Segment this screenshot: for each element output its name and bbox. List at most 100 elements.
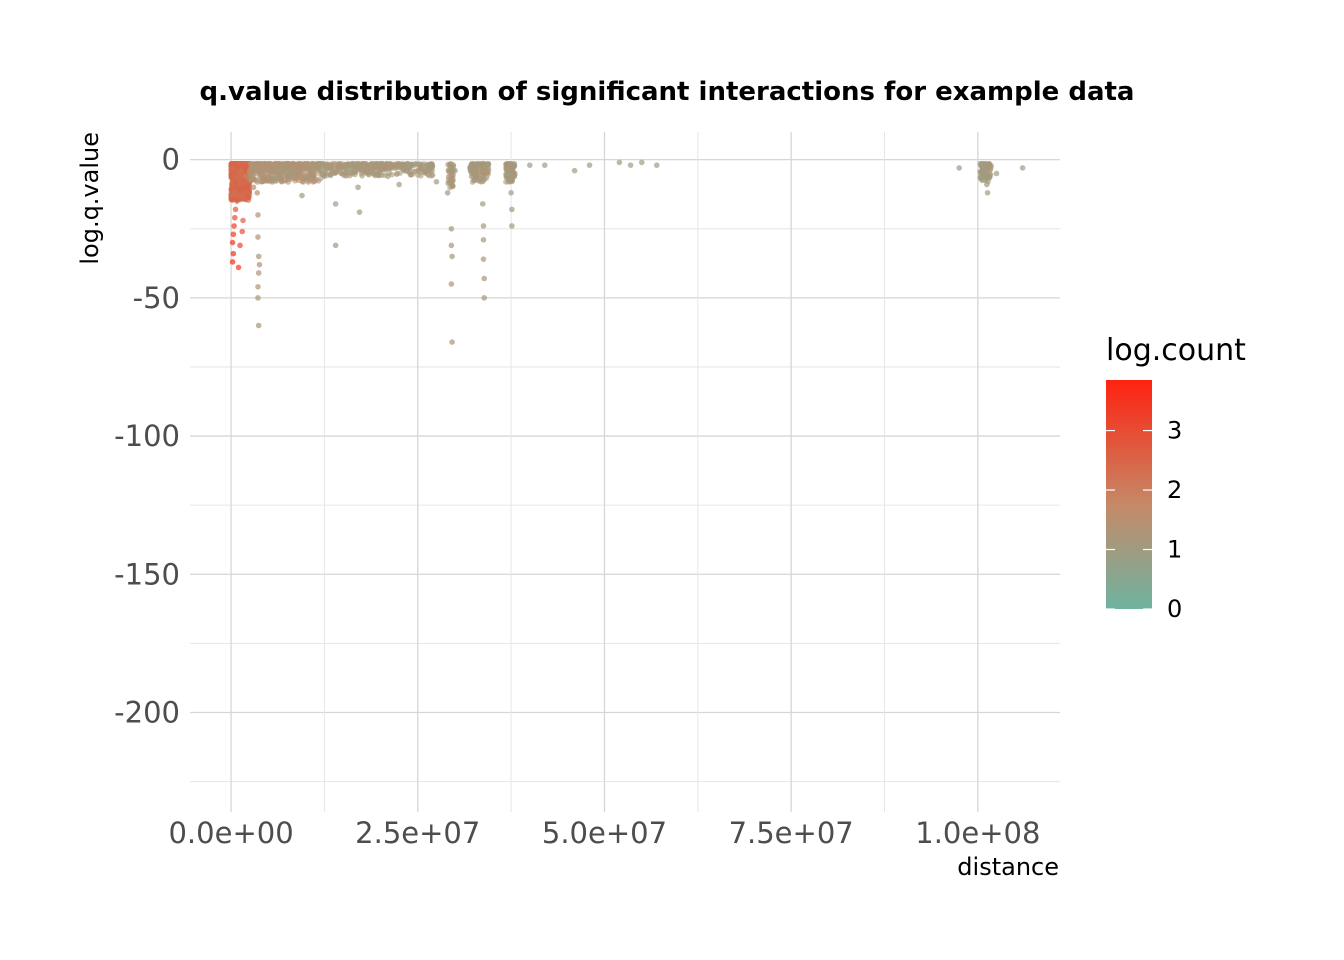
data-point (263, 175, 269, 182)
legend-tick-label: 2 (1167, 476, 1182, 504)
y-tick-label: -150 (114, 557, 180, 591)
data-point (349, 171, 356, 177)
data-point (311, 171, 318, 178)
x-tick-label: 7.5e+07 (729, 816, 854, 850)
data-point (288, 173, 294, 180)
x-tick-label: 5.0e+07 (542, 816, 667, 850)
data-point (978, 162, 985, 168)
data-point (397, 170, 403, 176)
data-point (230, 196, 236, 203)
x-tick-label: 2.5e+07 (355, 816, 480, 850)
data-point (408, 172, 414, 178)
data-point (237, 168, 244, 174)
data-point (235, 190, 242, 196)
data-point (444, 190, 451, 196)
data-point (255, 295, 261, 301)
data-point (396, 181, 402, 188)
data-point (478, 178, 485, 185)
data-point (653, 162, 660, 168)
data-point (449, 253, 455, 260)
data-point (230, 231, 237, 238)
legend-tick-label: 3 (1167, 417, 1182, 445)
data-point (508, 190, 514, 196)
data-point (985, 166, 991, 173)
data-point (321, 173, 328, 180)
data-point (480, 256, 487, 262)
data-point (469, 179, 476, 185)
x-axis-ticks: 0.0e+00 2.5e+07 5.0e+07 7.5e+07 1.0e+08 (168, 816, 1040, 850)
data-point (295, 169, 301, 175)
data-point (232, 206, 239, 213)
data-point (246, 167, 253, 174)
data-point (639, 159, 645, 166)
data-point (327, 171, 334, 177)
data-point (586, 162, 593, 168)
data-point (385, 173, 391, 180)
data-point (338, 164, 345, 171)
data-point (255, 234, 261, 240)
data-point (298, 161, 304, 168)
data-point (360, 161, 367, 167)
data-point (236, 160, 242, 167)
data-point (250, 176, 256, 183)
x-tick-label: 0.0e+00 (168, 816, 293, 850)
data-point (627, 162, 634, 168)
data-point (509, 176, 515, 183)
x-tick-label: 1.0e+08 (915, 816, 1040, 850)
data-point (571, 167, 578, 174)
data-point (326, 164, 332, 171)
data-point (358, 166, 365, 172)
data-point (1019, 165, 1026, 171)
data-point (240, 217, 246, 224)
data-point (449, 339, 455, 345)
data-point (232, 214, 238, 221)
data-point (239, 228, 246, 235)
data-point (396, 162, 403, 169)
data-point (229, 161, 236, 167)
data-point (255, 322, 262, 329)
data-point (285, 179, 292, 185)
data-point (993, 170, 1000, 177)
data-point (356, 209, 363, 215)
data-point (448, 178, 454, 184)
x-axis-title: distance (957, 853, 1059, 881)
data-point (481, 295, 488, 301)
data-point (484, 161, 491, 167)
legend-title: log.count (1106, 333, 1246, 368)
data-point (331, 165, 338, 172)
data-point (480, 237, 487, 243)
data-point (418, 166, 424, 172)
data-point (255, 253, 262, 260)
data-point (282, 161, 289, 167)
data-point (230, 250, 237, 257)
legend-colorbar (1106, 380, 1152, 609)
data-point (344, 162, 351, 168)
data-point (303, 168, 309, 174)
data-point (452, 167, 458, 174)
data-point (481, 275, 488, 282)
data-point (256, 261, 263, 268)
data-point (984, 161, 990, 168)
data-point (984, 181, 990, 188)
data-point (245, 194, 252, 201)
data-point (982, 173, 989, 180)
y-axis-ticks: 0 -50 -100 -150 -200 (114, 143, 180, 730)
data-point (229, 259, 236, 265)
data-point (375, 165, 381, 171)
data-point (447, 172, 454, 179)
data-point (350, 161, 357, 167)
data-point (237, 242, 243, 249)
data-point (509, 206, 515, 213)
data-point (509, 223, 515, 229)
data-point (255, 270, 262, 276)
data-point (308, 175, 314, 181)
data-point (237, 181, 243, 188)
data-point (310, 165, 317, 171)
data-point (407, 162, 414, 168)
data-point (448, 225, 455, 232)
data-point (235, 264, 242, 271)
data-point (448, 281, 455, 287)
data-point (255, 212, 261, 218)
y-axis-title: log.q.value (76, 132, 104, 265)
